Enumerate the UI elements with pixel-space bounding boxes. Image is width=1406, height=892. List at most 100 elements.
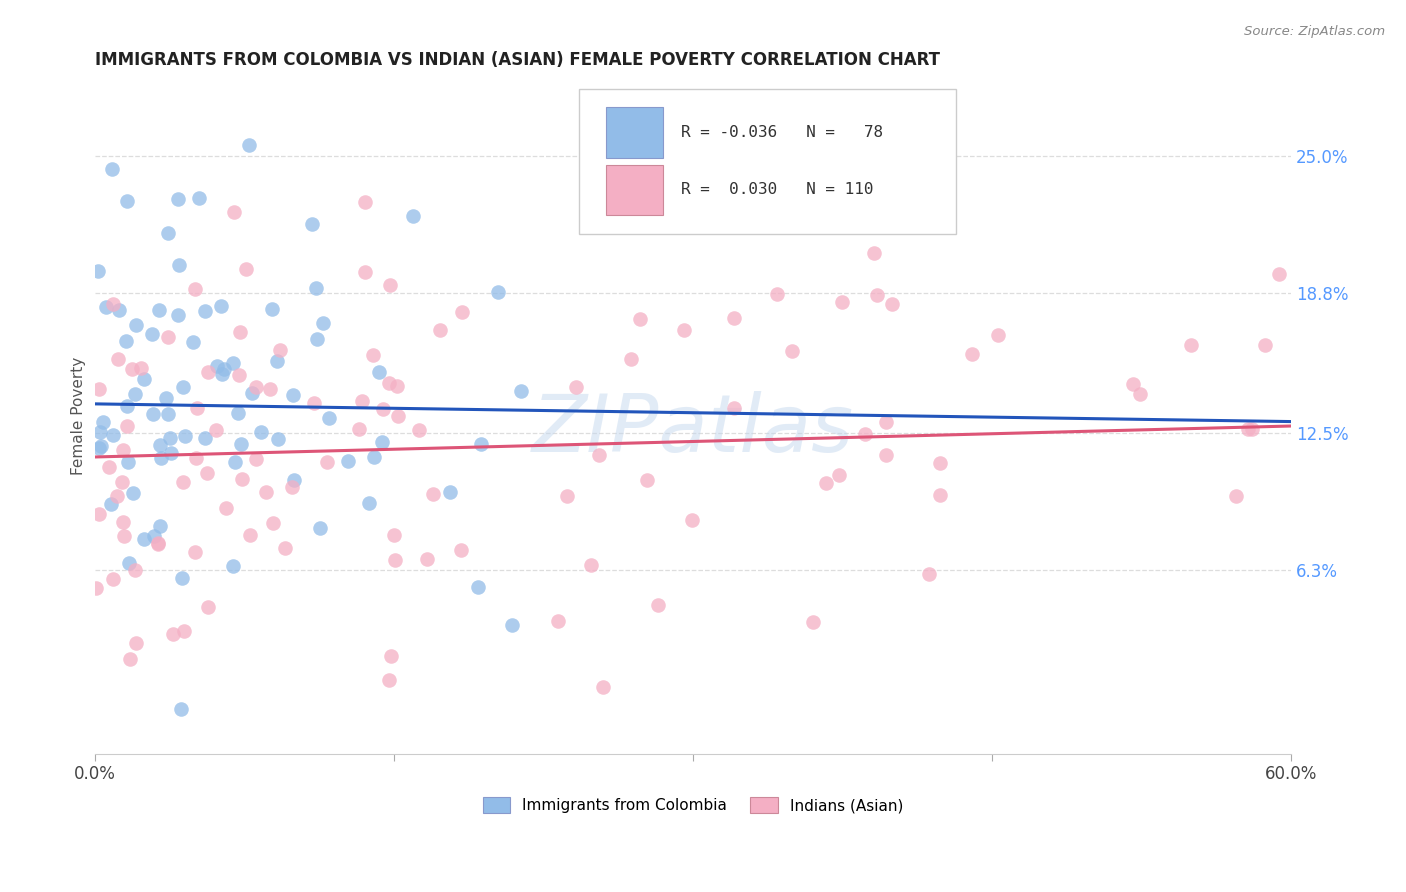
Point	[451, 305, 474, 319]
Point	[467, 580, 489, 594]
Point	[931, 184, 953, 198]
Point	[378, 277, 401, 292]
Point	[301, 217, 323, 231]
Point	[723, 401, 745, 416]
Point	[184, 450, 207, 465]
Point	[167, 308, 190, 322]
Point	[93, 415, 115, 429]
Point	[387, 379, 409, 393]
Point	[148, 302, 170, 317]
Point	[114, 334, 136, 348]
Point	[117, 399, 139, 413]
Point	[863, 246, 886, 260]
Point	[260, 301, 283, 316]
Point	[169, 702, 191, 716]
Point	[501, 617, 523, 632]
Point	[224, 455, 246, 469]
Point	[146, 536, 169, 550]
Point	[371, 435, 394, 450]
Point	[316, 454, 339, 468]
Point	[803, 615, 825, 630]
Point	[143, 529, 166, 543]
Point	[212, 362, 235, 376]
Point	[262, 516, 284, 530]
Point	[120, 651, 142, 665]
Point	[167, 192, 190, 206]
Point	[256, 484, 278, 499]
Point	[259, 382, 281, 396]
Point	[187, 190, 209, 204]
Point	[1254, 338, 1277, 352]
Point	[157, 408, 180, 422]
Point	[269, 343, 291, 358]
Point	[987, 328, 1010, 343]
Point	[134, 532, 156, 546]
Point	[173, 429, 195, 443]
Point	[250, 425, 273, 440]
Text: IMMIGRANTS FROM COLOMBIA VS INDIAN (ASIAN) FEMALE POVERTY CORRELATION CHART: IMMIGRANTS FROM COLOMBIA VS INDIAN (ASIA…	[94, 51, 939, 69]
Point	[592, 680, 614, 694]
Point	[267, 433, 290, 447]
Point	[402, 210, 425, 224]
Point	[780, 343, 803, 358]
Point	[149, 450, 172, 465]
Point	[209, 299, 232, 313]
Point	[416, 552, 439, 566]
Point	[281, 387, 304, 401]
Point	[636, 473, 658, 487]
Point	[169, 258, 191, 272]
Point	[121, 361, 143, 376]
Point	[142, 407, 165, 421]
Point	[1241, 422, 1264, 436]
Point	[581, 558, 603, 573]
Point	[875, 416, 897, 430]
Point	[105, 489, 128, 503]
Point	[101, 427, 124, 442]
Point	[1122, 376, 1144, 391]
Point	[228, 368, 250, 382]
Point	[387, 409, 409, 424]
Point	[681, 513, 703, 527]
Point	[160, 445, 183, 459]
Point	[94, 300, 117, 314]
Text: R = -0.036   N =   78: R = -0.036 N = 78	[681, 125, 883, 140]
Point	[1236, 422, 1258, 436]
Point	[186, 401, 208, 416]
Point	[184, 282, 207, 296]
Point	[239, 528, 262, 542]
Point	[429, 323, 451, 337]
Point	[238, 138, 260, 153]
Point	[1129, 387, 1152, 401]
Point	[831, 294, 853, 309]
Point	[205, 359, 228, 373]
Point	[124, 386, 146, 401]
Point	[117, 455, 139, 469]
Point	[149, 437, 172, 451]
Point	[90, 439, 112, 453]
Point	[647, 598, 669, 612]
Point	[141, 327, 163, 342]
Point	[125, 635, 148, 649]
Point	[723, 311, 745, 326]
Point	[588, 448, 610, 462]
Point	[373, 401, 395, 416]
Point	[134, 372, 156, 386]
Point	[173, 624, 195, 639]
Point	[87, 382, 110, 396]
Legend: Immigrants from Colombia, Indians (Asian): Immigrants from Colombia, Indians (Asian…	[482, 797, 903, 814]
Point	[89, 441, 111, 455]
Point	[197, 600, 219, 615]
Point	[918, 567, 941, 582]
Point	[565, 379, 588, 393]
Point	[148, 537, 170, 551]
Point	[197, 365, 219, 379]
Point	[382, 528, 405, 542]
Point	[814, 476, 837, 491]
Point	[620, 352, 643, 367]
Point	[378, 673, 401, 687]
Point	[547, 614, 569, 628]
Point	[235, 262, 257, 277]
Point	[357, 496, 380, 510]
Point	[156, 330, 179, 344]
Point	[172, 380, 194, 394]
